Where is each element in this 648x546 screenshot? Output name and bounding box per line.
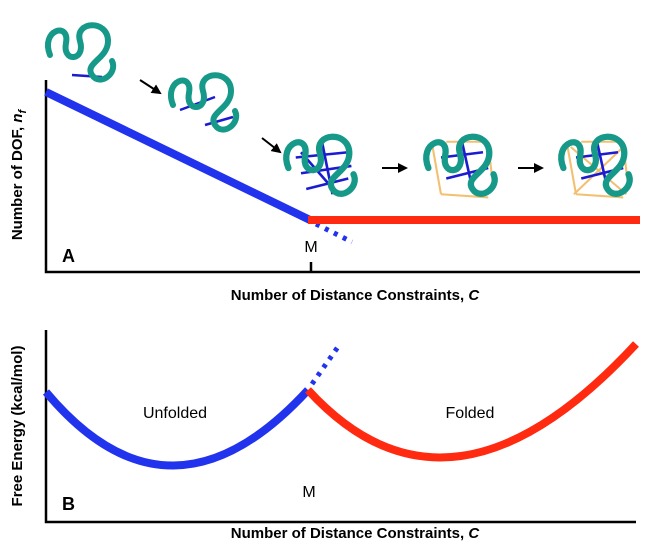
y-axis-label: Number of DOF, nf: [9, 108, 29, 240]
panel-a: M A Number of Distance Constraints, C Nu…: [9, 25, 640, 304]
region-label: Folded: [446, 405, 495, 422]
unfolded-line: [46, 92, 310, 220]
axes: [46, 80, 640, 272]
protein-cartoon: [426, 137, 495, 198]
extrapolation: [316, 224, 352, 242]
tick-label: M: [304, 239, 317, 256]
protein-cartoon: [561, 137, 630, 198]
protein-cartoon: [48, 25, 113, 79]
protein-cartoon: [286, 137, 355, 194]
panel-label: A: [62, 246, 75, 266]
axes: [46, 330, 636, 522]
y-axis-label: Free Energy (kcal/mol): [9, 346, 26, 507]
x-axis-label: Number of Distance Constraints, C: [231, 525, 481, 542]
folded-curve: [308, 344, 636, 457]
x-axis-label: Number of Distance Constraints, C: [231, 287, 481, 304]
extrapolation: [312, 344, 340, 384]
arrow: [140, 80, 160, 93]
unfolded-curve: [46, 390, 308, 466]
panel-b: Unfolded Folded M B Number of Distance C…: [9, 330, 636, 542]
figure: M A Number of Distance Constraints, C Nu…: [0, 0, 648, 546]
protein-cartoon: [171, 75, 236, 129]
arrow: [262, 138, 280, 152]
panel-label: B: [62, 494, 75, 514]
tick-label: M: [302, 484, 315, 501]
region-label: Unfolded: [143, 405, 207, 422]
